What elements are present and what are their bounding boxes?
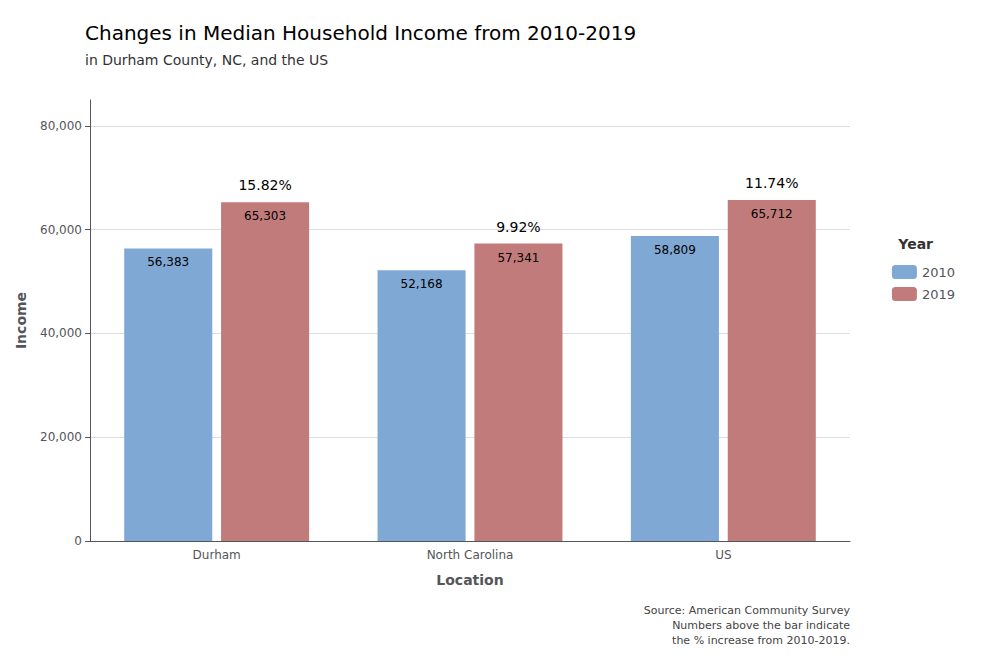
svg-text:15.82%: 15.82%: [238, 177, 291, 193]
svg-text:Numbers above the bar indicate: Numbers above the bar indicate: [672, 619, 850, 632]
svg-text:9.92%: 9.92%: [496, 219, 540, 235]
svg-text:Changes in Median Household In: Changes in Median Household Income from …: [85, 21, 636, 45]
svg-text:65,712: 65,712: [751, 207, 793, 221]
svg-text:58,809: 58,809: [654, 243, 696, 257]
svg-text:Year: Year: [897, 236, 933, 252]
svg-text:the % increase from 2010-2019.: the % increase from 2010-2019.: [672, 634, 850, 647]
svg-text:65,303: 65,303: [244, 209, 286, 223]
svg-text:56,383: 56,383: [147, 255, 189, 269]
svg-text:North Carolina: North Carolina: [427, 548, 514, 562]
svg-text:Source: American Community Sur: Source: American Community Survey: [644, 604, 851, 617]
svg-text:80,000: 80,000: [40, 119, 82, 133]
svg-text:20,000: 20,000: [40, 430, 82, 444]
svg-text:2010: 2010: [922, 265, 955, 280]
svg-text:in Durham County, NC, and the: in Durham County, NC, and the US: [85, 52, 328, 68]
svg-text:57,341: 57,341: [497, 251, 539, 265]
svg-text:US: US: [715, 548, 731, 562]
svg-text:40,000: 40,000: [40, 326, 82, 340]
svg-text:Location: Location: [436, 572, 503, 588]
svg-text:52,168: 52,168: [401, 277, 443, 291]
svg-text:0: 0: [74, 534, 82, 548]
svg-text:Durham: Durham: [193, 548, 241, 562]
svg-text:11.74%: 11.74%: [745, 175, 798, 191]
svg-text:60,000: 60,000: [40, 223, 82, 237]
svg-text:2019: 2019: [922, 287, 955, 302]
svg-text:Income: Income: [13, 292, 29, 349]
